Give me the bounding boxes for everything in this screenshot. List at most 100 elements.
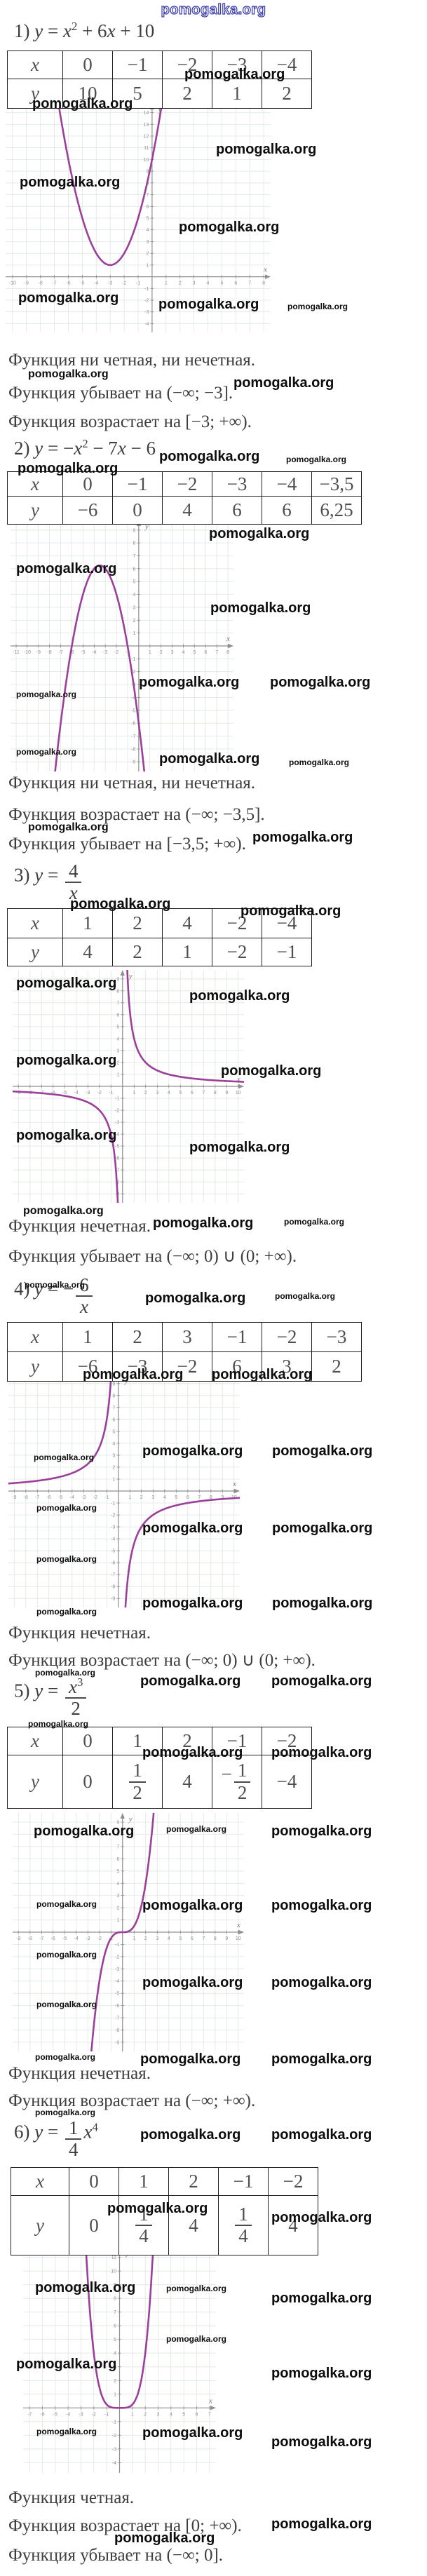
table-cell: −4 [262,1755,312,1809]
svg-text:-9: -9 [16,1936,20,1941]
watermark: pomogalka.org [272,1596,373,1611]
statement-decrease-1: Функция убывает на (−∞; −3]. [8,384,233,403]
value-table-3: x 1 2 4 −2 −4 y 4 2 1 −2 −1 [7,908,312,966]
svg-text:8: 8 [262,281,265,286]
table-cell: 0 [69,2167,119,2196]
x-axis-arrow [238,1084,244,1089]
svg-text:-10: -10 [9,281,16,286]
watermark: pomogalka.org [36,2427,97,2436]
watermark: pomogalka.org [140,2051,241,2067]
graph-2-parabola-down: -11 -10 -9 -8 -7 -6 -5 -4 -3 -2 -1 1 2 3 4 5 6 7 8 -9 -8 -7 -6… [11,520,233,771]
watermark: pomogalka.org [36,1950,97,1960]
row-label: x [7,50,63,79]
svg-text:-5: -5 [111,1549,115,1554]
watermark: pomogalka.org [287,302,348,311]
svg-text:-9: -9 [25,281,29,286]
svg-text:-4: -4 [144,322,149,327]
svg-text:7: 7 [133,554,135,559]
svg-text:-1: -1 [104,1495,109,1500]
svg-text:4: 4 [112,1441,115,1446]
svg-text:-6: -6 [69,650,74,655]
svg-text:3: 3 [171,650,174,655]
svg-text:-1: -1 [131,657,135,662]
graph-svg: -11 -10 -9 -8 -7 -6 -5 -4 -3 -2 -1 1 2 3 4 5 6 7 8-9-8-7-6… [11,520,233,771]
value-table-6: x 0 1 2 −1 −2 y 0 1 4 4 1 4 4 [11,2167,318,2255]
statement-parity-5: Функция нечетная. [8,2064,151,2083]
svg-text:2: 2 [116,1906,119,1911]
watermark: pomogalka.org [271,2051,372,2067]
svg-text:-8: -8 [28,1936,32,1941]
svg-text:2: 2 [160,650,163,655]
watermark: pomogalka.org [70,896,171,912]
svg-text:2: 2 [146,252,149,257]
svg-text:-3: -3 [115,1121,119,1126]
svg-text:4: 4 [146,228,149,233]
watermark: pomogalka.org [35,2108,96,2117]
svg-text:5: 5 [114,2338,116,2342]
statement-parity-1: Функция ни четная, ни нечетная. [8,351,256,370]
watermark: pomogalka.org [158,297,259,312]
table-cell: 4 [268,2195,318,2255]
svg-text:8: 8 [116,989,119,994]
table-cell: −3,5 [311,471,362,497]
value-table-4: x 1 2 3 −1 −2 −3 y −6 −3 −2 6 3 2 [7,1322,362,1382]
svg-text:-10: -10 [24,650,31,655]
watermark: pomogalka.org [83,1367,184,1382]
watermark: pomogalka.org [221,1063,322,1079]
svg-text:8: 8 [210,1495,212,1500]
svg-text:2: 2 [144,1091,147,1095]
statement-increase-6: Функция возрастает на [0; +∞). [8,2516,242,2535]
svg-text:10: 10 [144,158,149,163]
watermark: pomogalka.org [286,454,347,464]
svg-text:-5: -5 [53,2412,57,2417]
graph-svg: -7 -6 -5 -4 -3 -2 -1 1 2 3 4 5 6 7 -4 -3 -2 -1 1 2 3 4 5 6 7 8 9 10… [23,2247,216,2473]
watermark: pomogalka.org [271,2210,372,2225]
table-row: x 0 −1 −2 −3 −4 [7,50,312,79]
svg-text:-3: -3 [115,1967,119,1972]
svg-text:4: 4 [163,1495,166,1500]
svg-text:7: 7 [114,2310,116,2315]
svg-text:-5: -5 [115,1145,119,1149]
y-axis-arrow [120,970,125,976]
svg-text:5: 5 [116,1869,119,1874]
x-axis-arrow [265,274,271,279]
graph-3-hyperbola: -9 -8 -7 -6 -5 -4 -3 -2 -1 1 2 3 4 5 6 7 8 9 10 -9 -8 -7 -6 -5-… [13,970,244,1203]
watermark: pomogalka.org [179,220,280,235]
watermark: pomogalka.org [252,830,353,845]
svg-text:9: 9 [116,1821,119,1826]
svg-text:7: 7 [116,1845,119,1849]
svg-text:1: 1 [133,1091,135,1095]
watermark: pomogalka.org [240,903,341,919]
svg-text:10: 10 [236,1936,241,1941]
watermark: pomogalka.org [271,1673,372,1689]
watermark: pomogalka.org [23,1205,104,1217]
svg-text:-8: -8 [131,747,135,752]
svg-text:3: 3 [116,1894,119,1899]
row-label: y [7,1755,63,1809]
table-cell: −1 [112,471,163,497]
table-cell: 1 [212,79,262,109]
y-axis-label: y [128,1815,133,1823]
svg-text:7: 7 [116,1001,119,1006]
svg-text:2: 2 [114,2379,116,2384]
watermark: pomogalka.org [36,1607,97,1617]
svg-text:11: 11 [111,2255,116,2260]
svg-text:4: 4 [168,1091,170,1095]
svg-text:3: 3 [151,1495,154,1500]
svg-text:-7: -7 [111,1573,115,1578]
statement-increase-4: Функция возрастает на (−∞; 0) ∪ (0; +∞). [8,1651,316,1670]
watermark: pomogalka.org [209,526,310,541]
table-cell: 4 [168,2195,219,2255]
svg-text:-4: -4 [74,1091,79,1095]
watermark: pomogalka.org [16,1053,117,1068]
x-axis-arrow [210,2406,216,2410]
watermark: pomogalka.org [189,1140,290,1155]
watermark: pomogalka.org [289,757,350,767]
watermark: pomogalka.org [35,2052,96,2062]
watermark: pomogalka.org [16,2356,117,2372]
table-cell: −2 [262,1322,312,1352]
equation-2: 2) y = −x2 − 7x − 6 [14,437,156,459]
